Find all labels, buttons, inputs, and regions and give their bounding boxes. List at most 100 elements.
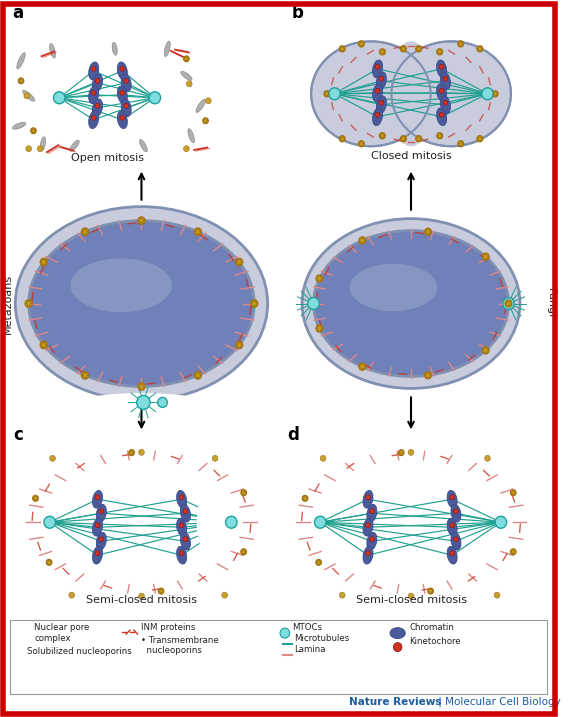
Circle shape [459,141,461,143]
Circle shape [130,454,131,455]
Ellipse shape [92,518,103,536]
Circle shape [482,87,493,100]
Circle shape [138,593,144,599]
Circle shape [512,490,513,492]
Circle shape [493,91,495,92]
Ellipse shape [92,490,103,508]
Circle shape [44,259,46,261]
Circle shape [342,47,344,48]
Ellipse shape [440,96,450,113]
Circle shape [487,256,489,257]
Circle shape [425,228,432,235]
Circle shape [383,137,384,138]
Circle shape [183,509,188,514]
Circle shape [383,53,384,54]
Ellipse shape [112,42,117,55]
Circle shape [198,376,200,379]
Circle shape [206,98,211,104]
Circle shape [19,78,21,80]
Circle shape [44,516,55,528]
Circle shape [184,58,185,60]
Circle shape [512,549,513,551]
Circle shape [440,53,442,54]
Text: Fungi: Fungi [545,288,555,318]
Circle shape [381,53,382,54]
Circle shape [158,588,164,594]
Circle shape [198,229,200,231]
Circle shape [198,233,200,235]
Circle shape [23,632,25,634]
Circle shape [44,263,46,265]
Ellipse shape [367,532,377,550]
Circle shape [305,499,307,500]
Circle shape [83,233,85,235]
Circle shape [25,303,27,305]
Circle shape [328,93,329,95]
Circle shape [22,80,23,82]
Circle shape [120,90,125,95]
Circle shape [361,42,363,43]
Circle shape [426,376,427,379]
Circle shape [50,455,55,461]
Circle shape [417,47,419,48]
Circle shape [361,145,363,146]
Circle shape [416,48,418,49]
Circle shape [426,372,427,374]
Circle shape [419,140,420,141]
Circle shape [86,231,88,233]
Circle shape [132,454,133,455]
Circle shape [431,589,432,590]
Text: Metazoans: Metazoans [3,273,13,333]
Circle shape [317,330,319,331]
Circle shape [99,509,104,514]
Circle shape [366,523,370,528]
Circle shape [429,374,431,376]
Circle shape [360,368,362,370]
Circle shape [478,49,479,52]
Circle shape [482,349,484,351]
Circle shape [162,590,164,592]
Circle shape [458,43,460,44]
Circle shape [26,146,32,152]
Ellipse shape [196,99,206,113]
Ellipse shape [373,84,383,102]
Circle shape [194,371,201,379]
Circle shape [138,386,140,387]
Circle shape [203,120,204,121]
Ellipse shape [70,140,79,151]
Circle shape [360,145,361,146]
Circle shape [342,140,344,141]
Ellipse shape [92,99,103,117]
Circle shape [404,136,405,138]
Circle shape [437,133,443,139]
Circle shape [34,130,36,131]
Circle shape [251,300,258,308]
Circle shape [95,103,100,108]
Text: Closed mitosis: Closed mitosis [371,151,451,161]
Circle shape [159,592,161,594]
Circle shape [83,376,85,379]
Circle shape [359,43,360,44]
Circle shape [381,49,382,51]
Text: Open mitosis: Open mitosis [71,153,144,163]
Circle shape [459,44,461,47]
Circle shape [359,237,366,244]
Circle shape [30,303,32,305]
Circle shape [363,364,364,366]
Ellipse shape [140,140,147,152]
Circle shape [380,135,381,136]
Circle shape [319,560,320,561]
Circle shape [324,93,326,95]
Circle shape [36,496,37,498]
Circle shape [138,383,145,390]
Text: Chromatin: Chromatin [409,623,454,632]
Text: d: d [287,427,298,445]
Circle shape [47,561,48,563]
Circle shape [34,499,35,500]
Circle shape [317,328,318,329]
Circle shape [321,328,322,329]
Circle shape [321,277,322,280]
Circle shape [37,498,38,499]
Circle shape [255,300,256,303]
Circle shape [124,78,128,83]
